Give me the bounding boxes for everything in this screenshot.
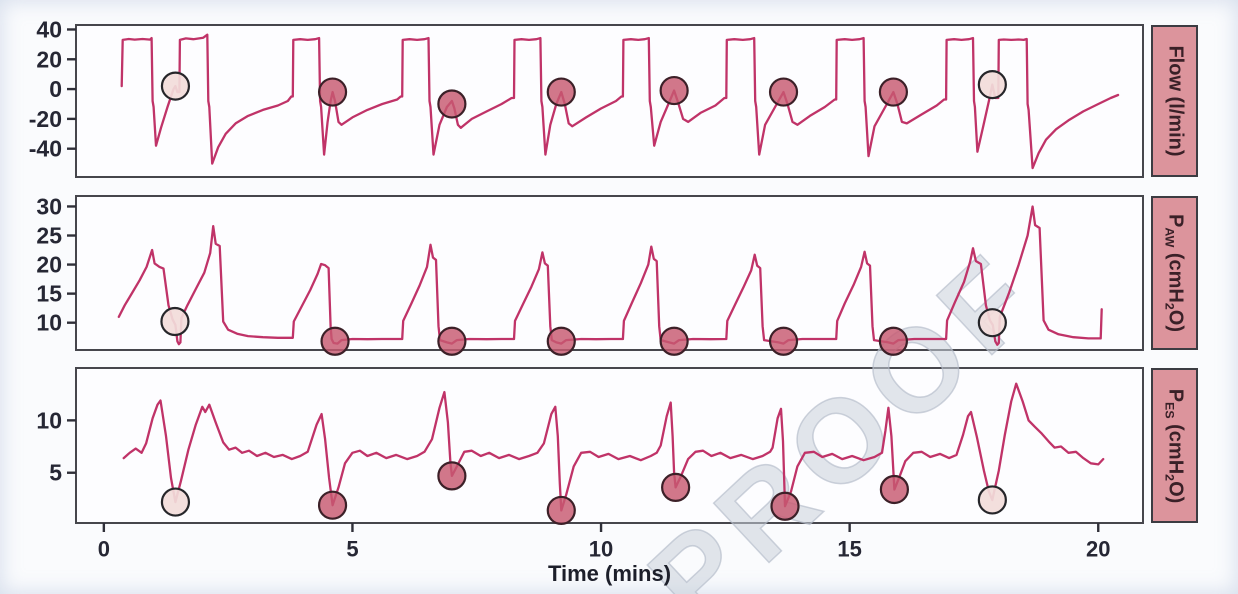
x-tick-label: 10	[589, 537, 613, 562]
y-tick-label: 10	[36, 310, 62, 336]
event-marker-light	[977, 308, 1007, 338]
strip-label-text: P	[1164, 213, 1186, 228]
y-tick-label: -40	[29, 136, 62, 162]
y-tick-label: 20	[36, 252, 62, 278]
x-tick-label: 5	[346, 537, 358, 562]
x-tick-label: 0	[98, 537, 110, 562]
event-marker-dark	[317, 490, 348, 520]
strip-label-subscript: ES	[1161, 401, 1176, 419]
strip-label-text: O)	[1164, 309, 1186, 333]
x-tick-label: 20	[1086, 537, 1110, 562]
strip-label-text: O)	[1164, 480, 1186, 503]
x-tick-label: 15	[837, 537, 861, 562]
y-tick-label: -20	[29, 106, 62, 132]
facet-strip-pes: PES (cmH2O)	[1151, 368, 1198, 523]
waveform-1	[120, 33, 1120, 170]
event-marker-light	[977, 70, 1007, 100]
facet-strip-pes-label: PES (cmH2O)	[1161, 388, 1186, 503]
event-marker-dark	[546, 77, 576, 107]
y-tick-label: 30	[36, 193, 62, 219]
strip-label-text: (cmH	[1164, 247, 1186, 303]
event-marker-light	[160, 71, 191, 101]
event-marker-light	[160, 487, 191, 517]
event-marker-dark	[768, 326, 799, 356]
event-marker-dark	[320, 326, 350, 356]
event-marker-dark	[437, 461, 467, 491]
waveform-2	[117, 205, 1103, 346]
panel-1	[75, 24, 1144, 178]
event-marker-dark	[768, 77, 799, 107]
event-marker-dark	[437, 326, 467, 356]
strip-label-text: Flow (l/min)	[1164, 45, 1186, 157]
strip-label-text: P	[1164, 388, 1186, 402]
event-marker-dark	[878, 77, 909, 107]
event-marker-dark	[317, 77, 348, 107]
y-tick-label: 10	[36, 407, 62, 433]
strip-label-text: (cmH	[1164, 418, 1186, 474]
strip-label-subscript: 2	[1161, 473, 1176, 481]
event-marker-light	[160, 306, 190, 337]
y-tick-label: 20	[36, 46, 62, 72]
event-marker-dark	[878, 326, 909, 356]
event-marker-dark	[437, 89, 467, 119]
proof-watermark: PROOF	[624, 224, 1066, 594]
waveform-3	[122, 382, 1105, 512]
event-marker-dark	[770, 491, 800, 521]
event-marker-dark	[879, 474, 909, 505]
panel-3	[75, 367, 1144, 524]
y-tick-label: 40	[36, 16, 62, 42]
y-tick-label: 5	[49, 460, 62, 486]
y-tick-label: 0	[49, 76, 62, 102]
y-tick-label: 15	[36, 281, 62, 307]
facet-strip-paw-label: PAW (cmH2O)	[1161, 213, 1186, 333]
event-marker-dark	[546, 326, 576, 356]
panel-2	[75, 195, 1144, 351]
facet-strip-paw: PAW (cmH2O)	[1151, 196, 1198, 350]
facet-strip-flow-label: Flow (l/min)	[1163, 45, 1186, 156]
y-tick-label: 25	[36, 223, 62, 249]
event-marker-dark	[661, 472, 691, 502]
strip-label-subscript: AW	[1161, 227, 1176, 248]
event-marker-dark	[546, 495, 576, 526]
event-marker-dark	[659, 326, 689, 356]
event-marker-light	[977, 485, 1007, 515]
x-axis-title: Time (mins)	[547, 561, 672, 586]
event-marker-dark	[659, 75, 689, 106]
strip-label-subscript: 2	[1161, 302, 1176, 310]
facet-strip-flow: Flow (l/min)	[1151, 25, 1198, 177]
